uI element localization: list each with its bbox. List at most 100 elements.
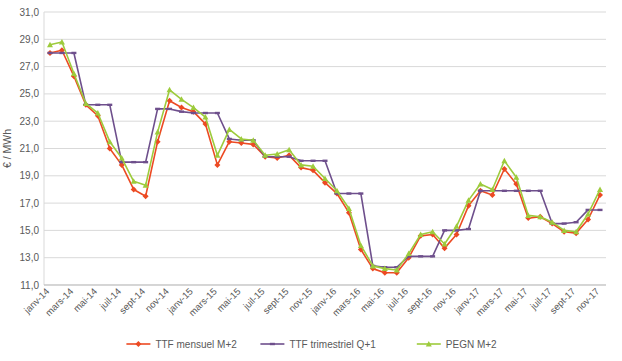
x-tick-label: mars-14 xyxy=(43,286,75,318)
data-point xyxy=(598,209,603,211)
data-point xyxy=(143,161,148,163)
data-point xyxy=(227,138,232,140)
data-point xyxy=(525,212,531,218)
y-tick-label: 15,0 xyxy=(20,225,40,236)
data-point xyxy=(477,181,483,187)
data-point xyxy=(203,112,208,114)
data-point xyxy=(131,186,137,192)
data-point xyxy=(323,160,328,162)
data-point xyxy=(322,176,328,182)
data-point xyxy=(478,190,483,192)
series-line xyxy=(50,42,600,270)
data-point xyxy=(442,241,448,247)
legend-line xyxy=(260,343,284,345)
y-tick-label: 31,0 xyxy=(20,7,40,18)
legend-label: PEGN M+2 xyxy=(446,339,497,350)
data-point xyxy=(274,151,280,157)
data-point xyxy=(454,231,460,237)
data-point xyxy=(143,193,149,199)
x-tick-label: sept-14 xyxy=(117,286,147,316)
data-point xyxy=(418,231,424,237)
data-point xyxy=(47,50,53,56)
series-line xyxy=(50,53,600,267)
x-tick-label: sept-16 xyxy=(404,286,434,316)
data-point xyxy=(71,70,77,76)
grid-line xyxy=(44,148,606,149)
y-tick-label: 27,0 xyxy=(20,61,40,72)
grid-line xyxy=(44,12,606,13)
data-point xyxy=(370,263,376,269)
data-point xyxy=(465,197,471,203)
x-tick-label: sept-15 xyxy=(260,286,290,316)
x-tick-label: nov-17 xyxy=(573,286,601,314)
data-point xyxy=(454,223,460,229)
data-point xyxy=(418,255,423,257)
data-point xyxy=(287,155,292,157)
data-point xyxy=(526,190,531,192)
data-point xyxy=(346,206,352,212)
data-point xyxy=(430,229,436,235)
data-point xyxy=(549,219,555,225)
data-point xyxy=(238,136,244,142)
data-point xyxy=(83,100,89,106)
x-axis-line xyxy=(44,285,606,286)
data-point xyxy=(179,110,184,112)
x-tick-label: mars-16 xyxy=(330,286,362,318)
data-point xyxy=(107,146,113,152)
data-point xyxy=(131,178,137,184)
data-point xyxy=(466,228,471,230)
y-tick-label: 19,0 xyxy=(20,170,40,181)
grid-line xyxy=(44,93,606,94)
y-tick-label: 13,0 xyxy=(20,252,40,263)
data-point xyxy=(59,39,65,45)
data-point xyxy=(95,110,101,116)
data-point xyxy=(298,162,304,168)
data-point xyxy=(574,221,579,223)
data-point xyxy=(191,112,196,114)
x-tick-label: mai-16 xyxy=(358,286,386,314)
data-point xyxy=(537,214,543,220)
y-tick-label: 25,0 xyxy=(20,88,40,99)
data-point xyxy=(585,211,591,217)
data-point xyxy=(262,152,268,158)
data-point xyxy=(562,222,567,224)
data-point xyxy=(214,152,220,158)
data-point xyxy=(561,227,567,233)
data-point xyxy=(286,147,292,153)
data-point xyxy=(131,161,136,163)
data-point xyxy=(47,42,53,48)
data-point xyxy=(59,52,64,54)
data-point xyxy=(513,174,519,180)
data-point xyxy=(179,105,185,111)
grid-line xyxy=(44,39,606,40)
legend-label: TTF trimestriel Q+1 xyxy=(289,339,376,350)
data-point xyxy=(71,52,76,54)
y-tick-label: 17,0 xyxy=(20,198,40,209)
data-point xyxy=(107,104,112,106)
data-point xyxy=(597,186,603,192)
data-point xyxy=(514,190,519,192)
y-tick-label: 11,0 xyxy=(20,280,39,291)
data-point xyxy=(442,229,447,231)
x-tick-label: mars-15 xyxy=(186,286,218,318)
data-point xyxy=(47,52,52,54)
data-point xyxy=(346,192,351,194)
data-point xyxy=(167,108,172,110)
x-tick-label: mai-17 xyxy=(501,286,529,314)
plot-area xyxy=(47,39,603,276)
data-point xyxy=(179,96,185,102)
x-tick-label: mai-15 xyxy=(214,286,242,314)
data-point xyxy=(358,192,363,194)
data-point xyxy=(334,188,340,194)
data-point xyxy=(143,182,149,188)
x-tick-label: mai-14 xyxy=(71,286,99,314)
data-point xyxy=(95,104,100,106)
legend-marker xyxy=(270,343,275,345)
grid-line xyxy=(44,285,606,286)
grid-line xyxy=(44,230,606,231)
data-point xyxy=(382,266,388,272)
data-point xyxy=(489,192,495,198)
data-point xyxy=(215,112,220,114)
data-point xyxy=(155,108,160,110)
data-point xyxy=(190,105,196,111)
